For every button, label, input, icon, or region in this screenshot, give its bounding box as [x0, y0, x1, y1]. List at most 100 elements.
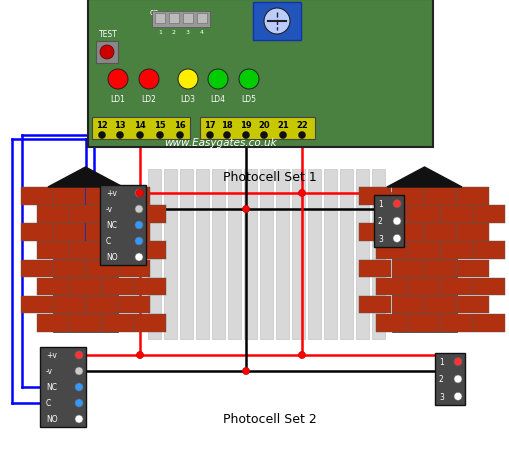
Bar	[148, 169, 161, 339]
Bar	[134, 278, 166, 296]
Text: 2: 2	[172, 30, 176, 35]
Text: 2: 2	[378, 217, 383, 226]
Circle shape	[75, 415, 83, 423]
Text: 2: 2	[439, 375, 444, 384]
Bar	[102, 314, 134, 332]
Circle shape	[223, 132, 231, 139]
Bar	[37, 242, 69, 259]
Bar	[53, 260, 85, 278]
Bar	[408, 278, 440, 296]
Bar	[441, 242, 473, 259]
Text: 1: 1	[158, 30, 162, 35]
Circle shape	[454, 375, 462, 383]
Bar	[359, 224, 391, 241]
Polygon shape	[48, 168, 123, 188]
Bar	[260, 169, 273, 339]
Bar	[276, 169, 289, 339]
Circle shape	[242, 132, 249, 139]
Bar	[183, 14, 193, 24]
Circle shape	[239, 70, 259, 90]
Bar	[92, 118, 190, 140]
Bar	[340, 169, 353, 339]
Circle shape	[75, 367, 83, 375]
Bar	[134, 206, 166, 223]
Bar	[169, 14, 179, 24]
Bar	[457, 260, 489, 278]
Bar	[244, 169, 257, 339]
Text: LD2: LD2	[142, 95, 156, 104]
Bar	[37, 206, 69, 223]
Circle shape	[135, 206, 143, 214]
Bar	[408, 314, 440, 332]
Bar	[197, 14, 207, 24]
Bar	[53, 188, 85, 205]
Bar	[102, 278, 134, 296]
Circle shape	[393, 218, 401, 226]
Bar	[196, 169, 209, 339]
Text: www.Easygates.co.uk: www.Easygates.co.uk	[164, 138, 276, 148]
Text: +v: +v	[46, 351, 57, 360]
Text: LD4: LD4	[211, 95, 225, 104]
Text: 3: 3	[378, 234, 383, 243]
Text: 4: 4	[200, 30, 204, 35]
Bar	[435, 353, 465, 405]
Bar	[164, 169, 177, 339]
Bar	[118, 296, 150, 314]
Text: LD3: LD3	[181, 95, 195, 104]
Bar	[356, 169, 369, 339]
Text: 16: 16	[174, 121, 186, 130]
Circle shape	[242, 368, 249, 375]
Bar	[324, 169, 337, 339]
Bar	[102, 242, 134, 259]
Circle shape	[139, 70, 159, 90]
Bar	[473, 278, 505, 296]
Text: 1: 1	[378, 200, 383, 209]
Text: on: on	[150, 8, 159, 17]
Circle shape	[156, 132, 163, 139]
Bar	[359, 188, 391, 205]
Circle shape	[108, 70, 128, 90]
Circle shape	[298, 352, 305, 359]
Text: 12: 12	[96, 121, 108, 130]
Bar	[53, 296, 85, 314]
Text: 15: 15	[154, 121, 166, 130]
Bar	[152, 12, 210, 28]
Circle shape	[75, 399, 83, 407]
Circle shape	[177, 132, 184, 139]
Text: LD5: LD5	[241, 95, 257, 104]
Bar	[372, 169, 385, 339]
Circle shape	[135, 221, 143, 229]
Text: TEST: TEST	[99, 30, 118, 39]
Bar	[86, 188, 118, 205]
Bar	[86, 260, 118, 278]
Bar	[457, 296, 489, 314]
Bar	[118, 260, 150, 278]
Bar	[376, 242, 408, 259]
Bar	[392, 188, 457, 332]
Bar	[20, 260, 52, 278]
Bar	[408, 242, 440, 259]
Bar	[69, 242, 101, 259]
Circle shape	[393, 200, 401, 208]
Bar	[392, 296, 424, 314]
Circle shape	[136, 352, 144, 359]
Text: 17: 17	[204, 121, 216, 130]
Bar	[425, 260, 457, 278]
Bar	[118, 224, 150, 241]
Bar	[134, 242, 166, 259]
Text: NO: NO	[46, 415, 58, 424]
Bar	[228, 169, 241, 339]
Text: 19: 19	[240, 121, 252, 130]
Text: NC: NC	[106, 221, 117, 230]
Circle shape	[100, 46, 114, 60]
Circle shape	[135, 253, 143, 261]
Circle shape	[136, 132, 144, 139]
Bar	[441, 314, 473, 332]
Bar	[359, 296, 391, 314]
Text: C: C	[106, 237, 111, 246]
Text: 22: 22	[296, 121, 308, 130]
Text: C: C	[46, 399, 51, 407]
Circle shape	[135, 189, 143, 198]
Bar	[69, 314, 101, 332]
Bar	[134, 314, 166, 332]
